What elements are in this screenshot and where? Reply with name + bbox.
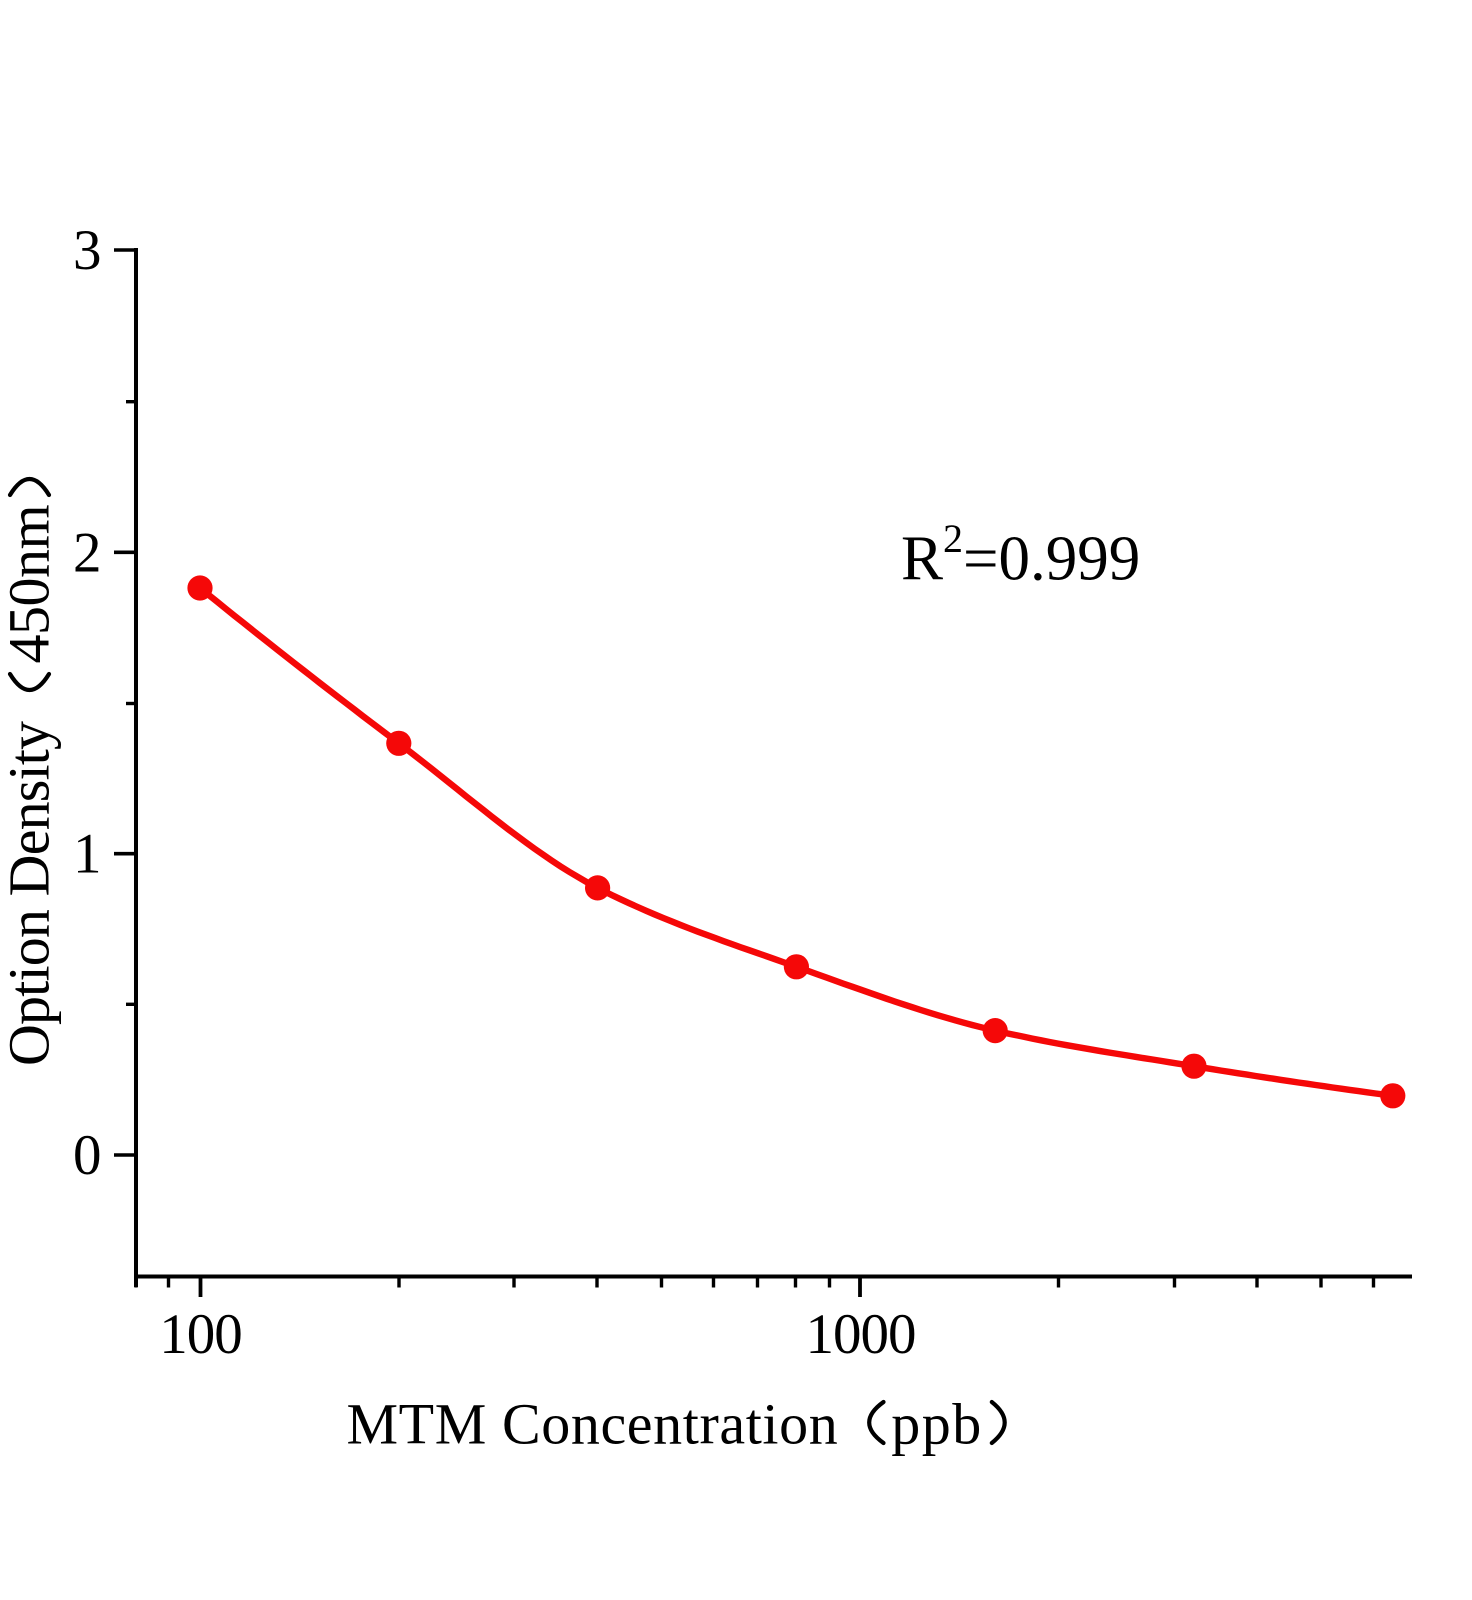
svg-text:0: 0 [73, 1124, 102, 1187]
svg-text:2: 2 [73, 521, 102, 584]
svg-text:450nm: 450nm [0, 505, 62, 664]
svg-text:R2=0.999: R2=0.999 [901, 516, 1140, 594]
svg-text:ppb: ppb [891, 1392, 983, 1457]
svg-text:1000: 1000 [806, 1303, 916, 1366]
svg-text:1: 1 [73, 823, 102, 886]
svg-text:3: 3 [73, 219, 102, 282]
svg-text:100: 100 [159, 1303, 242, 1366]
svg-text:Option Density: Option Density [0, 721, 62, 1066]
svg-text:MTM Concentration: MTM Concentration [347, 1392, 839, 1457]
